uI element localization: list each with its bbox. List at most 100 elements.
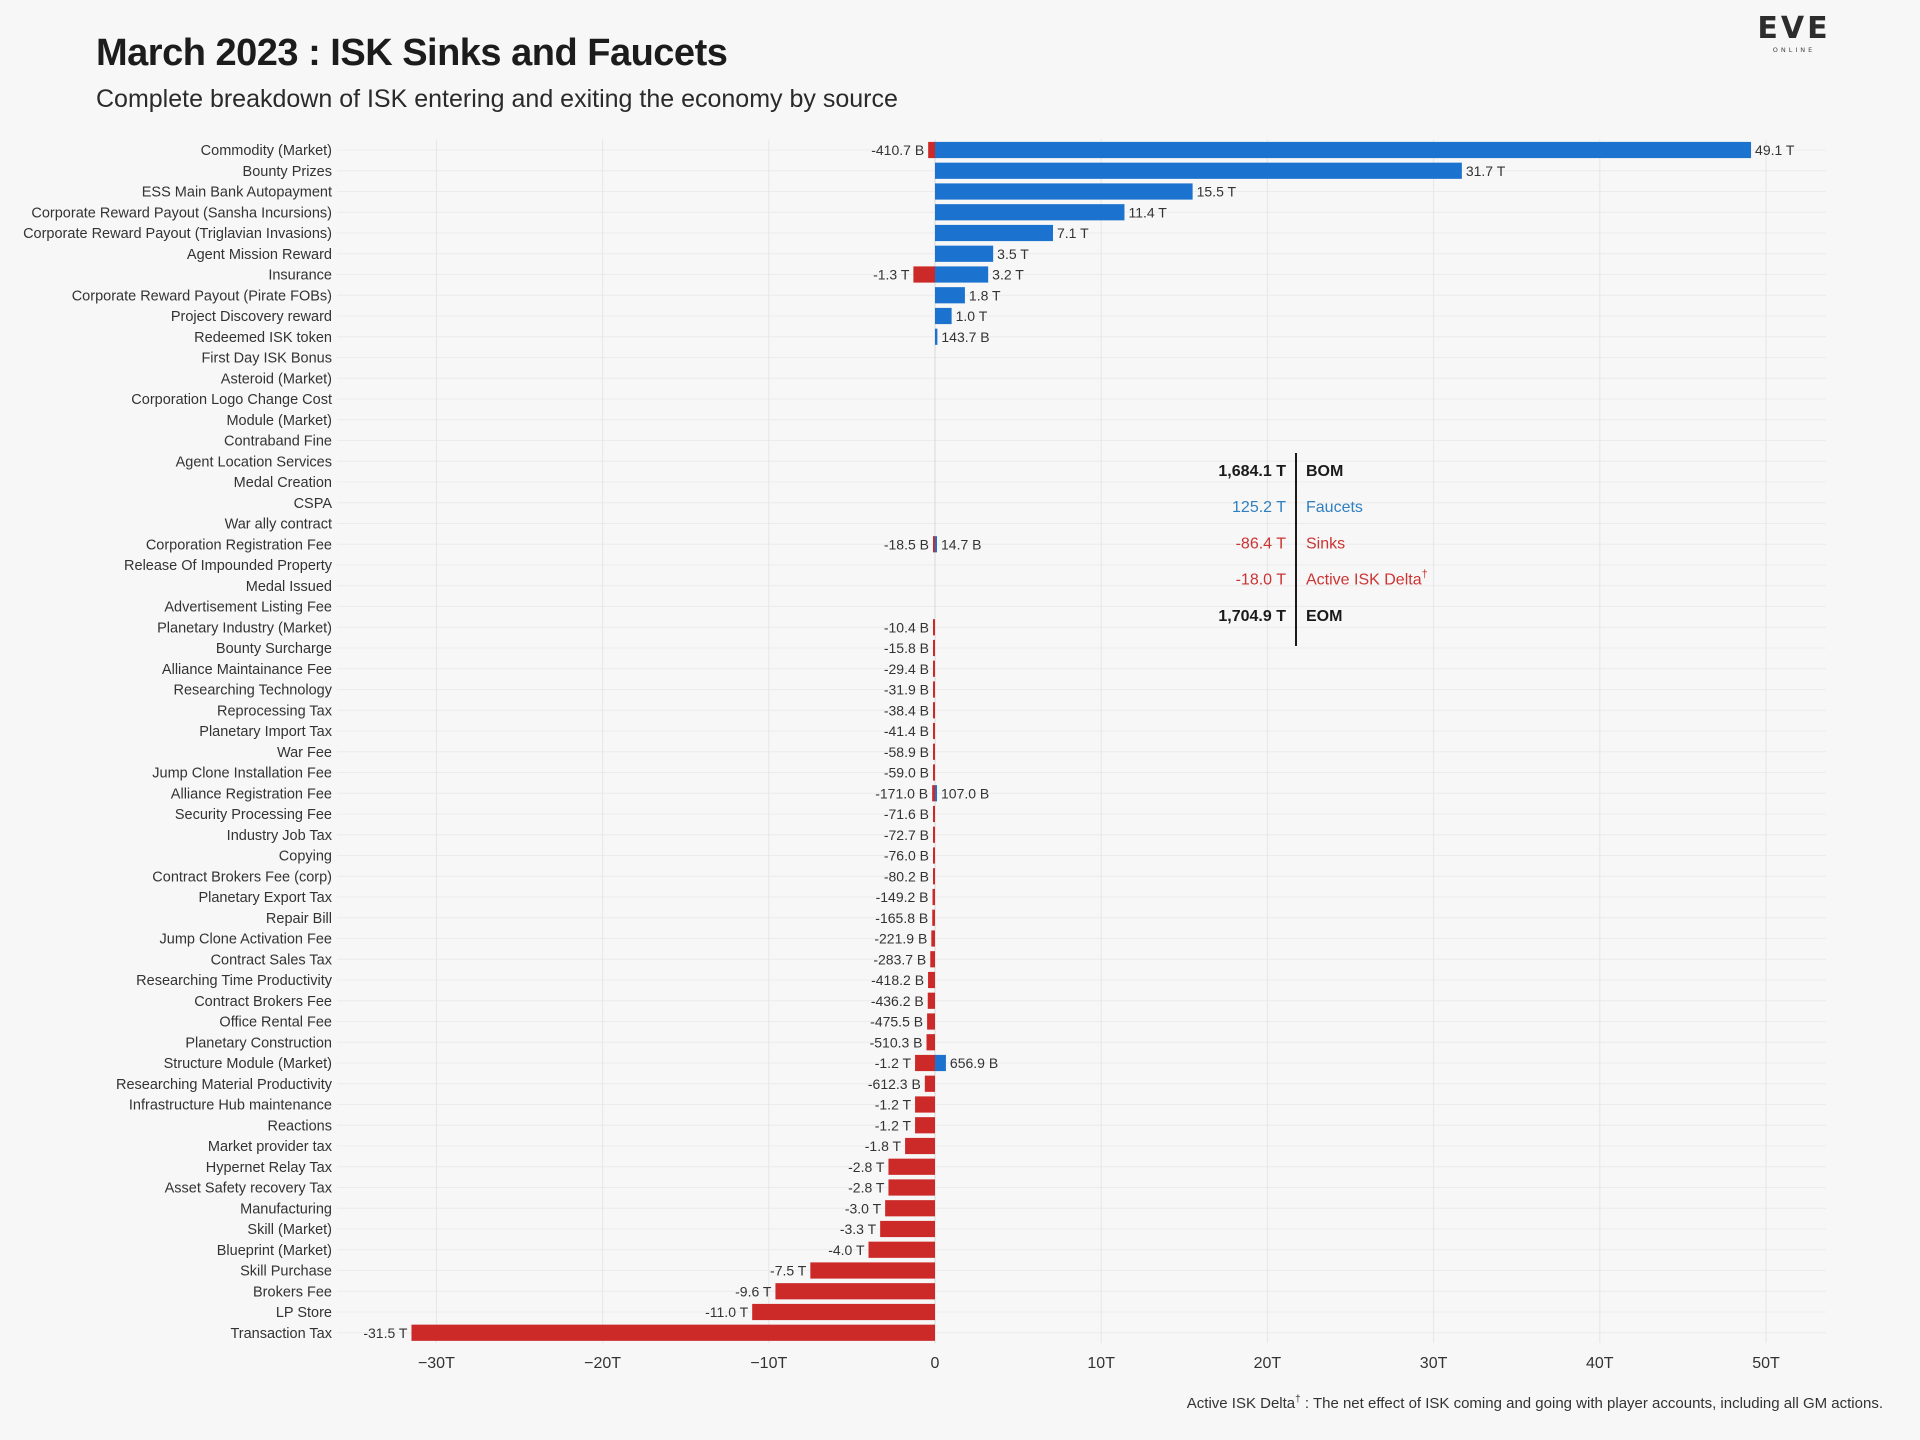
sink-value-label: -4.0 T (828, 1242, 865, 1258)
category-label: Module (Market) (226, 413, 332, 429)
sink-bar (775, 1283, 935, 1300)
sink-bar (868, 1241, 935, 1258)
sink-value-label: -436.2 B (871, 993, 924, 1009)
sink-value-label: -1.8 T (865, 1138, 902, 1154)
summary-panel: 1,684.1 T BOM 125.2 T Faucets -86.4 T Sinks -1… (1218, 453, 1428, 646)
x-tick-label: 10T (1087, 1355, 1115, 1372)
faucet-value-label: 143.7 B (941, 329, 989, 345)
category-label: CSPA (294, 496, 333, 512)
sink-bar (933, 868, 935, 885)
faucet-bar (935, 536, 937, 553)
sink-value-label: -1.3 T (873, 267, 910, 283)
sink-bar (928, 971, 935, 989)
summary-label: Sinks (1306, 535, 1345, 552)
category-label: Project Discovery reward (171, 309, 332, 325)
sink-value-label: -76.0 B (884, 848, 929, 864)
category-label: Reprocessing Tax (217, 703, 333, 719)
sink-bar (932, 888, 935, 906)
sink-bar (880, 1220, 935, 1238)
sink-value-label: -15.8 B (884, 640, 929, 656)
category-label: Researching Technology (173, 683, 332, 699)
sink-value-label: -3.0 T (845, 1200, 882, 1216)
footnote-dagger: † (1295, 1394, 1301, 1405)
sink-value-label: -80.2 B (884, 868, 929, 884)
category-label: Blueprint (Market) (217, 1243, 332, 1259)
category-label: Alliance Maintainance Fee (162, 662, 332, 678)
category-label: Hypernet Relay Tax (206, 1160, 333, 1176)
summary-label: Faucets (1306, 499, 1363, 516)
sink-bar (888, 1158, 935, 1175)
category-label: Planetary Export Tax (198, 890, 332, 906)
faucet-value-label: 31.7 T (1466, 163, 1506, 179)
category-label: Reactions (268, 1118, 332, 1134)
category-label: Contract Brokers Fee (corp) (152, 869, 332, 885)
sink-bar (933, 639, 935, 657)
sink-value-label: -58.9 B (884, 744, 929, 760)
sink-value-label: -171.0 B (875, 785, 928, 801)
sink-value-label: -38.4 B (884, 702, 929, 718)
sink-bar (933, 681, 935, 698)
faucet-bar (935, 307, 952, 325)
sink-bar (915, 1096, 935, 1113)
category-label: Infrastructure Hub maintenance (129, 1098, 332, 1114)
sink-value-label: -71.6 B (884, 806, 929, 822)
faucet-value-label: 7.1 T (1057, 225, 1089, 241)
sink-bar (933, 536, 935, 553)
category-label: Corporate Reward Payout (Pirate FOBs) (72, 288, 332, 304)
summary-label: EOM (1306, 608, 1342, 625)
chart-title: March 2023 : ISK Sinks and Faucets (96, 32, 728, 74)
faucet-value-label: 11.4 T (1128, 204, 1167, 220)
x-tick-label: 40T (1586, 1355, 1614, 1372)
category-label: ESS Main Bank Autopayment (142, 185, 332, 201)
sink-value-label: -7.5 T (770, 1263, 807, 1279)
category-label: Asteroid (Market) (221, 371, 332, 387)
sink-bar (932, 909, 935, 926)
sink-value-label: -31.5 T (363, 1325, 408, 1341)
logo-text: EVE (1757, 11, 1830, 46)
category-label: Office Rental Fee (219, 1015, 332, 1031)
faucet-value-label: 49.1 T (1755, 142, 1795, 158)
faucet-bar (935, 287, 965, 304)
category-label: Redeemed ISK token (194, 330, 332, 346)
sink-value-label: -2.8 T (848, 1180, 885, 1196)
sink-value-label: -149.2 B (876, 889, 929, 905)
bars (411, 141, 1752, 1341)
faucet-value-label: 656.9 B (950, 1055, 998, 1071)
category-label: War Fee (277, 745, 332, 761)
sink-bar (933, 743, 935, 760)
sink-value-label: -9.6 T (735, 1283, 772, 1299)
x-tick-label: 30T (1420, 1355, 1448, 1372)
summary-label: BOM (1306, 463, 1343, 480)
category-label: Industry Job Tax (227, 828, 333, 844)
sink-value-label: -1.2 T (875, 1097, 912, 1113)
sink-bar (411, 1324, 936, 1341)
sink-bar (933, 764, 935, 781)
sink-bar (933, 660, 935, 677)
sink-bar (933, 805, 935, 823)
sink-value-label: -612.3 B (868, 1076, 921, 1092)
faucet-bar (935, 328, 938, 345)
sink-value-label: -29.4 B (884, 661, 929, 677)
category-label: Corporation Registration Fee (146, 537, 332, 553)
category-label: Asset Safety recovery Tax (165, 1181, 333, 1197)
sink-bar (933, 722, 935, 740)
category-labels: Commodity (Market) Bounty Prizes ESS Main … (23, 143, 333, 1342)
category-label: Medal Issued (246, 579, 332, 595)
category-label: Jump Clone Activation Fee (160, 932, 332, 948)
sink-bar (928, 141, 935, 159)
category-label: Contraband Fine (224, 434, 332, 450)
category-label: War ally contract (225, 517, 332, 533)
grid-lines (337, 139, 1826, 1344)
sink-value-label: -18.5 B (884, 536, 929, 552)
category-label: Contract Sales Tax (211, 952, 333, 968)
faucet-bar (935, 141, 1752, 159)
category-label: Jump Clone Installation Fee (152, 766, 332, 782)
faucet-value-label: 1.8 T (969, 287, 1001, 303)
category-label: Corporate Reward Payout (Triglavian Inva… (23, 226, 332, 242)
sink-bar (915, 1117, 935, 1134)
sink-value-label: -1.2 T (875, 1117, 912, 1133)
category-label: Brokers Fee (253, 1284, 332, 1300)
sink-value-label: -3.3 T (840, 1221, 877, 1237)
faucet-value-label: 14.7 B (941, 536, 981, 552)
category-label: Security Processing Fee (175, 807, 332, 823)
